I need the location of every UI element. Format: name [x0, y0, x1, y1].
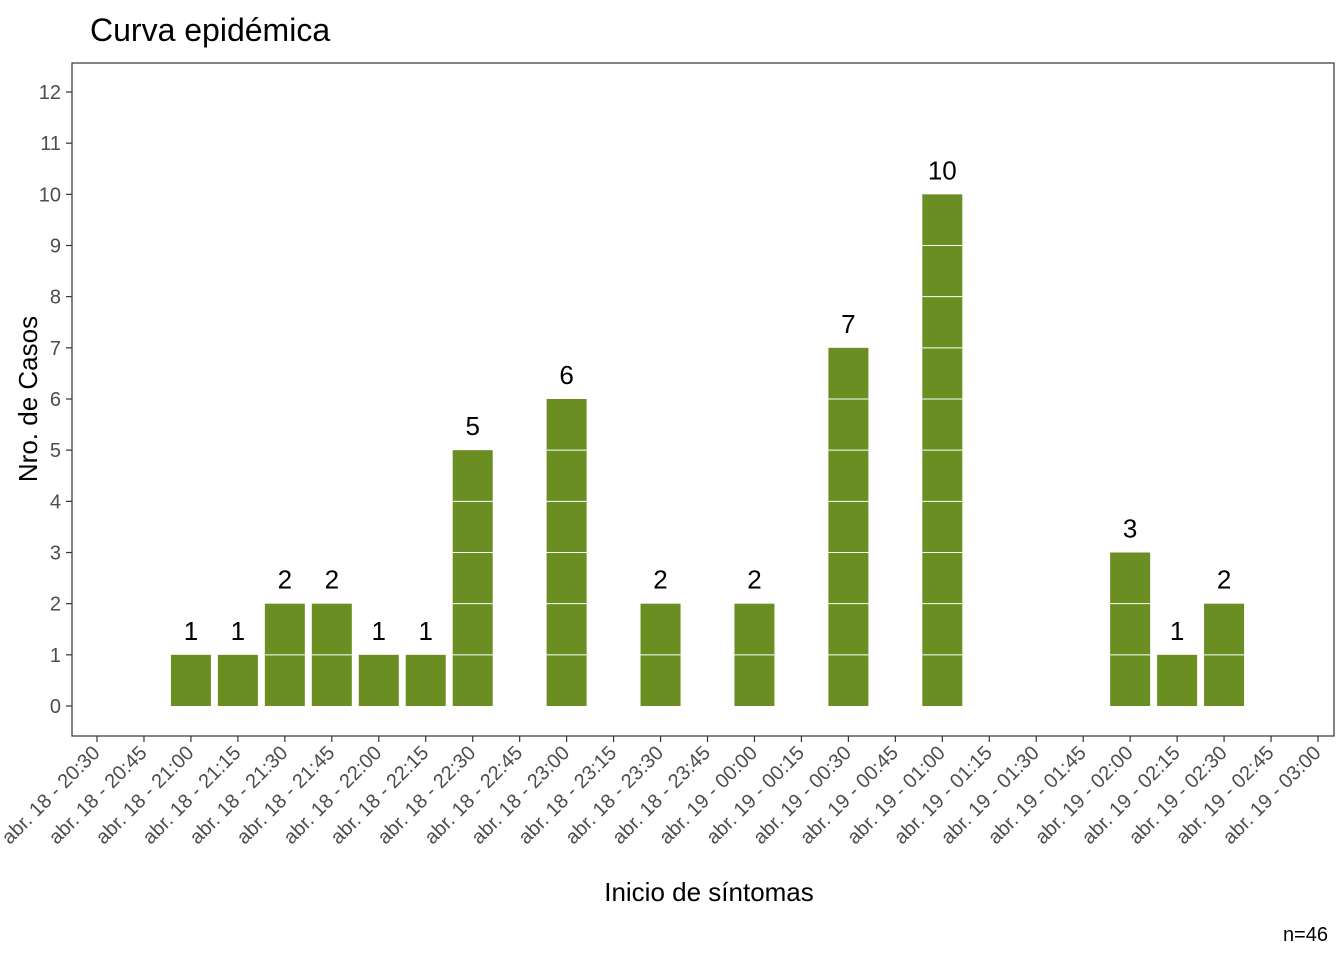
y-tick-label: 10: [39, 184, 61, 206]
case-cell: [922, 347, 963, 399]
bars-group: [170, 194, 1245, 706]
case-cell: [922, 245, 963, 297]
case-cell: [828, 501, 869, 553]
case-cell: [405, 654, 446, 706]
case-cell: [452, 552, 493, 604]
bar-value-label: 5: [465, 411, 479, 441]
bar: [828, 347, 869, 706]
bar-value-label: 1: [418, 616, 432, 646]
case-cell: [311, 603, 352, 655]
case-cell: [828, 552, 869, 604]
y-tick-label: 0: [50, 696, 61, 718]
case-cell: [311, 654, 352, 706]
bar-value-label: 3: [1123, 514, 1137, 544]
case-cell: [922, 654, 963, 706]
case-cell: [546, 450, 587, 502]
case-cell: [452, 450, 493, 502]
y-tick-label: 4: [50, 491, 61, 513]
bar-value-label: 1: [372, 616, 386, 646]
bar-value-label: 6: [559, 360, 573, 390]
bar-value-label: 2: [1217, 565, 1231, 595]
case-cell: [922, 603, 963, 655]
case-cell: [1110, 552, 1151, 604]
case-cell: [828, 654, 869, 706]
bar: [358, 654, 399, 706]
bar-value-label: 7: [841, 309, 855, 339]
chart-title: Curva epidémica: [90, 12, 330, 48]
case-cell: [452, 501, 493, 553]
bar: [734, 603, 775, 706]
case-cell: [452, 603, 493, 655]
case-cell: [217, 654, 258, 706]
case-cell: [1110, 603, 1151, 655]
y-tick-label: 9: [50, 236, 61, 258]
case-cell: [922, 399, 963, 451]
case-cell: [828, 450, 869, 502]
sample-size-caption: n=46: [1283, 924, 1328, 946]
case-cell: [1204, 654, 1245, 706]
y-tick-label: 8: [50, 287, 61, 309]
y-tick-label: 12: [39, 82, 61, 104]
case-cell: [922, 501, 963, 553]
case-cell: [922, 194, 963, 246]
bar-value-label: 1: [231, 616, 245, 646]
case-cell: [452, 654, 493, 706]
y-tick-label: 3: [50, 543, 61, 565]
case-cell: [170, 654, 211, 706]
case-cell: [734, 654, 775, 706]
case-cell: [734, 603, 775, 655]
case-cell: [546, 501, 587, 553]
case-cell: [922, 450, 963, 502]
bar: [546, 399, 587, 706]
bar-value-label: 2: [325, 565, 339, 595]
case-cell: [640, 603, 681, 655]
bar-value-label: 2: [653, 565, 667, 595]
bar: [1110, 552, 1151, 706]
y-tick-label: 1: [50, 645, 61, 667]
case-cell: [1157, 654, 1198, 706]
case-cell: [922, 552, 963, 604]
bar: [311, 603, 352, 706]
case-cell: [546, 552, 587, 604]
bar: [1204, 603, 1245, 706]
bar-value-label: 1: [1170, 616, 1184, 646]
bar-value-label: 1: [184, 616, 198, 646]
case-cell: [264, 603, 305, 655]
x-axis-title: Inicio de síntomas: [604, 877, 814, 907]
case-cell: [546, 603, 587, 655]
bar: [922, 194, 963, 706]
case-cell: [546, 399, 587, 451]
bar-value-label: 10: [928, 155, 957, 185]
case-cell: [546, 654, 587, 706]
bar: [452, 450, 493, 706]
bar-value-label: 2: [747, 565, 761, 595]
bar: [217, 654, 258, 706]
bar: [405, 654, 446, 706]
case-cell: [828, 603, 869, 655]
y-axis-title: Nro. de Casos: [13, 316, 43, 482]
bar: [264, 603, 305, 706]
bar: [640, 603, 681, 706]
y-tick-label: 6: [50, 389, 61, 411]
case-cell: [1204, 603, 1245, 655]
case-cell: [640, 654, 681, 706]
bar: [170, 654, 211, 706]
y-tick-label: 2: [50, 594, 61, 616]
case-cell: [922, 296, 963, 348]
case-cell: [1110, 654, 1151, 706]
bar-value-label: 2: [278, 565, 292, 595]
case-cell: [264, 654, 305, 706]
case-cell: [358, 654, 399, 706]
y-tick-label: 7: [50, 338, 61, 360]
case-cell: [828, 347, 869, 399]
bar-labels-group: 1 1 2 2 1 1 5 6 2 2 7 10 3 1 2: [184, 155, 1232, 646]
case-cell: [828, 399, 869, 451]
y-tick-label: 11: [40, 133, 61, 155]
y-tick-label: 5: [50, 440, 61, 462]
bar: [1157, 654, 1198, 706]
